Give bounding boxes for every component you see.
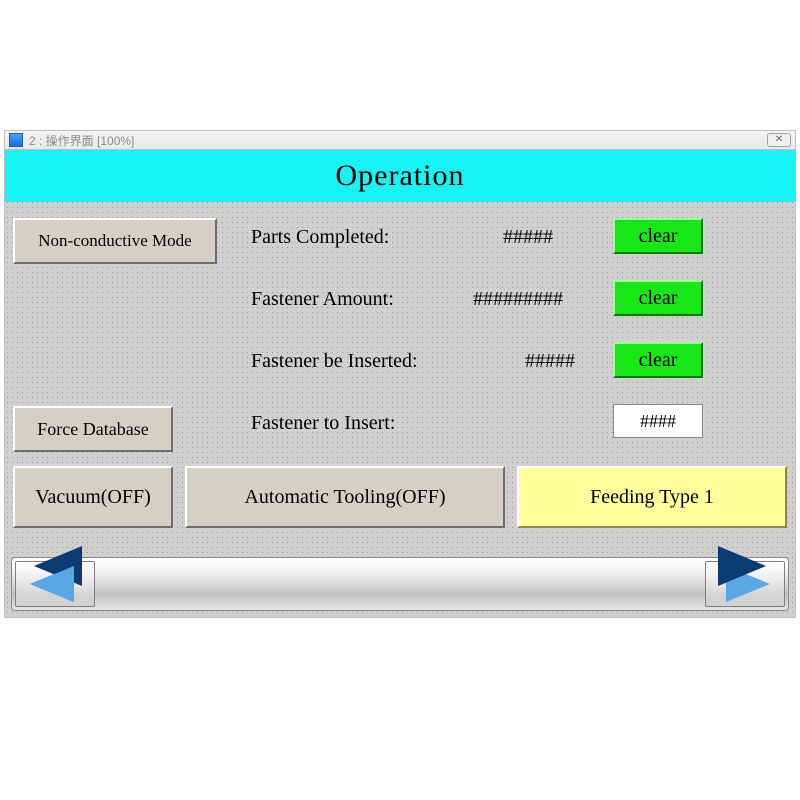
automatic-tooling-button[interactable]: Automatic Tooling(OFF) — [185, 466, 505, 528]
non-conductive-mode-label: Non-conductive Mode — [38, 231, 191, 251]
parts-completed-value: ##### — [503, 226, 553, 249]
fastener-amount-label: Fastener Amount: — [251, 288, 471, 311]
window: 2 : 操作界面 [100%] ✕ Operation Non-conducti… — [4, 130, 796, 620]
close-icon: ✕ — [775, 135, 783, 145]
next-button[interactable] — [705, 561, 785, 607]
automatic-tooling-label: Automatic Tooling(OFF) — [244, 486, 445, 509]
feeding-type-button[interactable]: Feeding Type 1 — [517, 466, 787, 528]
fastener-inserted-value: ##### — [525, 350, 575, 373]
fastener-to-insert-value: #### — [640, 411, 676, 432]
fastener-inserted-label: Fastener be Inserted: — [251, 350, 531, 373]
clear-parts-completed-button[interactable]: clear — [613, 218, 703, 254]
clear-fastener-amount-button[interactable]: clear — [613, 280, 703, 316]
prev-button[interactable] — [15, 561, 95, 607]
arrow-left-icon — [30, 566, 74, 602]
non-conductive-mode-button[interactable]: Non-conductive Mode — [13, 218, 217, 264]
clear-label: clear — [639, 287, 678, 310]
close-button[interactable]: ✕ — [767, 133, 791, 147]
fastener-to-insert-label: Fastener to Insert: — [251, 412, 511, 435]
feeding-type-label: Feeding Type 1 — [590, 486, 714, 509]
clear-label: clear — [639, 349, 678, 372]
fastener-amount-value: ######### — [473, 288, 563, 311]
vacuum-button[interactable]: Vacuum(OFF) — [13, 466, 173, 528]
window-title: 2 : 操作界面 [100%] — [29, 132, 767, 149]
clear-label: clear — [639, 225, 678, 248]
clear-fastener-inserted-button[interactable]: clear — [613, 342, 703, 378]
titlebar: 2 : 操作界面 [100%] ✕ — [4, 130, 796, 150]
fastener-to-insert-input[interactable]: #### — [613, 404, 703, 438]
force-database-button[interactable]: Force Database — [13, 406, 173, 452]
vacuum-label: Vacuum(OFF) — [35, 486, 151, 509]
force-database-label: Force Database — [37, 419, 148, 440]
client-area: Operation Non-conductive Mode Force Data… — [4, 150, 796, 618]
parts-completed-label: Parts Completed: — [251, 226, 471, 249]
app-icon — [9, 133, 23, 147]
page-title: Operation — [5, 150, 795, 202]
nav-bar — [11, 557, 789, 611]
